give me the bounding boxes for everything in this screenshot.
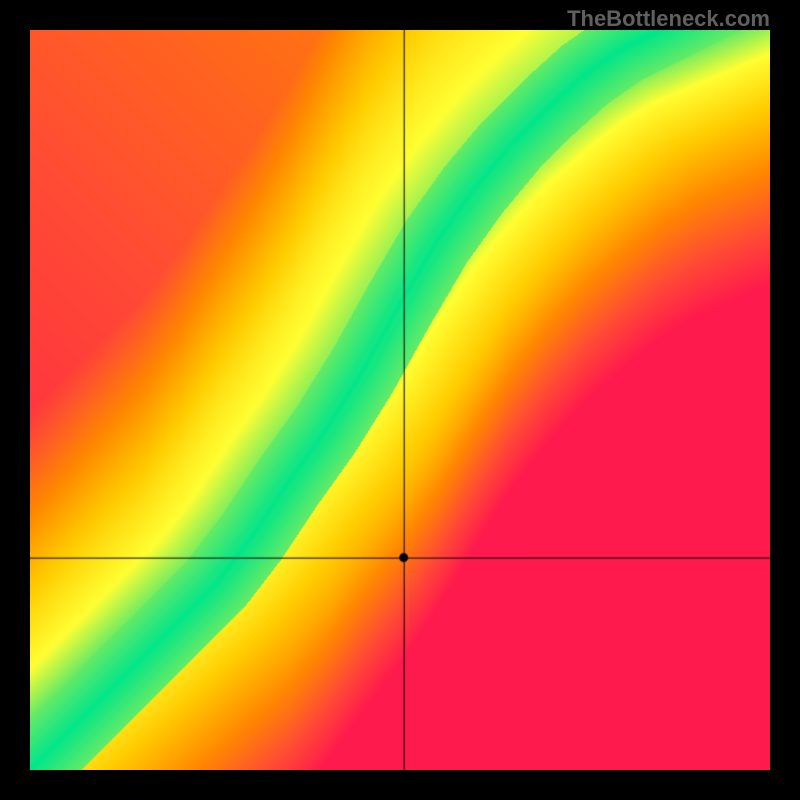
bottleneck-heatmap — [30, 30, 770, 770]
watermark-text: TheBottleneck.com — [567, 6, 770, 32]
